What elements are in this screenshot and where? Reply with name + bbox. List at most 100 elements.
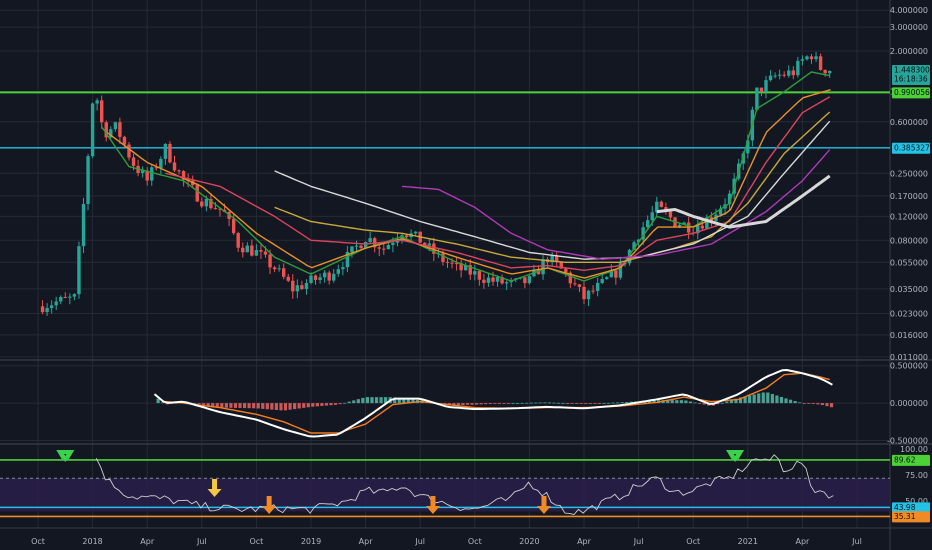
candle[interactable] xyxy=(523,277,527,289)
candle[interactable] xyxy=(773,72,777,79)
candle[interactable] xyxy=(818,53,823,71)
candle[interactable] xyxy=(150,164,154,186)
candle[interactable] xyxy=(277,264,281,272)
candle[interactable] xyxy=(782,71,786,78)
candle[interactable] xyxy=(177,169,181,175)
candle[interactable] xyxy=(250,239,254,257)
candle[interactable] xyxy=(800,55,805,66)
candle[interactable] xyxy=(759,87,764,97)
candle[interactable] xyxy=(77,241,81,299)
candle[interactable] xyxy=(300,280,304,290)
candle[interactable] xyxy=(386,242,391,250)
candle[interactable] xyxy=(241,242,245,258)
candle[interactable] xyxy=(591,285,595,295)
candle[interactable] xyxy=(577,283,582,293)
candle[interactable] xyxy=(40,300,45,315)
candle[interactable] xyxy=(368,231,372,244)
candle[interactable] xyxy=(86,153,90,211)
candle[interactable] xyxy=(359,244,363,249)
moving-average-5[interactable] xyxy=(401,149,831,260)
candle[interactable] xyxy=(486,272,491,287)
candle[interactable] xyxy=(113,121,118,132)
candle[interactable] xyxy=(459,259,463,278)
candle[interactable] xyxy=(291,274,295,299)
candle[interactable] xyxy=(504,280,509,291)
candle[interactable] xyxy=(814,51,818,62)
candle[interactable] xyxy=(341,261,345,276)
signal-arrow-0[interactable] xyxy=(56,450,75,462)
candle[interactable] xyxy=(322,270,327,283)
candle[interactable] xyxy=(500,274,504,285)
candle[interactable] xyxy=(272,265,277,273)
candle[interactable] xyxy=(345,245,350,273)
candle[interactable] xyxy=(641,221,645,245)
candle[interactable] xyxy=(582,281,586,304)
candle[interactable] xyxy=(127,142,131,161)
candle[interactable] xyxy=(54,296,58,310)
candle[interactable] xyxy=(72,293,77,301)
candle[interactable] xyxy=(104,120,108,142)
candle[interactable] xyxy=(163,143,168,165)
candle[interactable] xyxy=(140,166,145,178)
candle[interactable] xyxy=(245,242,249,253)
candle[interactable] xyxy=(168,141,172,164)
candle[interactable] xyxy=(236,231,240,252)
candle[interactable] xyxy=(809,54,814,64)
candle[interactable] xyxy=(218,208,222,217)
candle[interactable] xyxy=(213,202,218,210)
signal-arrow-5[interactable] xyxy=(726,450,745,462)
candle[interactable] xyxy=(382,244,386,255)
candle[interactable] xyxy=(332,268,336,283)
candle[interactable] xyxy=(659,200,664,208)
macd-line[interactable] xyxy=(153,368,833,438)
candle[interactable] xyxy=(159,156,163,174)
candle[interactable] xyxy=(755,87,759,112)
candle[interactable] xyxy=(605,276,609,280)
candle[interactable] xyxy=(100,95,104,129)
candle[interactable] xyxy=(313,274,318,285)
moving-average-4[interactable] xyxy=(274,120,831,260)
candle[interactable] xyxy=(63,292,67,299)
rsi-pane[interactable] xyxy=(0,450,890,518)
price-pane[interactable] xyxy=(0,51,890,316)
candle[interactable] xyxy=(95,98,99,111)
candle[interactable] xyxy=(777,69,782,80)
candle[interactable] xyxy=(768,70,773,82)
candle[interactable] xyxy=(336,264,340,277)
signal-arrow-3[interactable] xyxy=(425,496,440,514)
candle[interactable] xyxy=(482,273,486,289)
candle[interactable] xyxy=(195,183,199,203)
candle[interactable] xyxy=(377,244,381,257)
signal-arrow-4[interactable] xyxy=(536,496,551,514)
candle[interactable] xyxy=(468,259,472,280)
candle[interactable] xyxy=(655,196,659,217)
candle[interactable] xyxy=(823,69,827,77)
candle[interactable] xyxy=(304,279,309,295)
moving-average-0[interactable] xyxy=(101,71,830,282)
candle[interactable] xyxy=(727,190,732,211)
candle[interactable] xyxy=(363,241,368,249)
candle[interactable] xyxy=(527,274,532,285)
candle[interactable] xyxy=(259,244,263,260)
candle[interactable] xyxy=(541,255,545,280)
candle[interactable] xyxy=(477,269,482,286)
candle[interactable] xyxy=(454,257,459,271)
candle[interactable] xyxy=(200,197,204,208)
candle[interactable] xyxy=(49,300,54,314)
candle[interactable] xyxy=(573,277,577,287)
candle[interactable] xyxy=(254,244,259,256)
candle[interactable] xyxy=(646,215,650,231)
candle[interactable] xyxy=(445,257,450,268)
candle[interactable] xyxy=(295,279,300,299)
candle[interactable] xyxy=(109,126,113,139)
candle[interactable] xyxy=(696,219,700,240)
candle[interactable] xyxy=(350,246,354,258)
candle[interactable] xyxy=(805,55,809,61)
candle[interactable] xyxy=(473,264,477,281)
candle[interactable] xyxy=(286,273,290,283)
candle[interactable] xyxy=(564,267,568,277)
candle[interactable] xyxy=(172,155,177,173)
candle[interactable] xyxy=(81,197,86,253)
candle[interactable] xyxy=(282,263,286,280)
moving-average-3[interactable] xyxy=(274,111,831,263)
